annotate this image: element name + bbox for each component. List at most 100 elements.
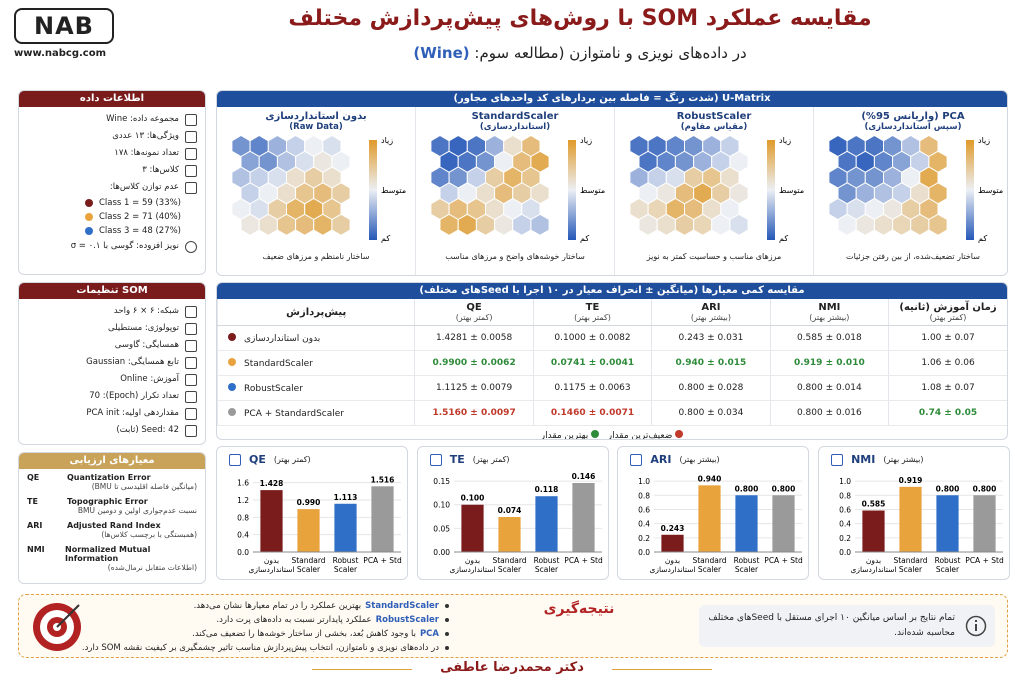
list: QE Quantization Error (میانگین فاصله اقلید… bbox=[19, 469, 205, 582]
bullet: PCAبا وجود کاهش بُعد، بخشی از ساختار خوش… bbox=[99, 627, 449, 641]
x-tick-line: بدون bbox=[866, 556, 881, 565]
metric-desc: (همبستگی با برچسب کلاس‌ها) bbox=[101, 530, 197, 539]
colorbar-label: متوسط bbox=[580, 186, 605, 195]
hex-map: زیاد متوسط کم bbox=[430, 134, 605, 243]
metric-row: ARI Adjusted Rand Index (همبستگی با برچسب … bbox=[27, 521, 197, 539]
y-tick-label: 0.2 bbox=[839, 534, 851, 543]
hex-cell bbox=[910, 213, 930, 236]
map-title: RobustScaler bbox=[676, 111, 752, 122]
table-cell: 1.06 ± 0.06 bbox=[888, 350, 1007, 376]
icon bbox=[185, 147, 197, 160]
metric-abbr: QE bbox=[27, 473, 40, 482]
row-name: RobustScaler bbox=[244, 383, 303, 394]
setting-text: آموزش: Online bbox=[120, 374, 179, 384]
y-tick-label: 0.2 bbox=[638, 534, 650, 543]
hex-cell bbox=[439, 213, 459, 236]
row-name: بدون استانداردسازی bbox=[244, 333, 321, 344]
chart: 0.0 0.2 0.4 0.6 0.8 1.0 0.243 بدون استانداردسازی… bbox=[638, 474, 804, 574]
column-note: (بیشتر بهتر) bbox=[690, 313, 731, 322]
x-tick-label: PCA + Std bbox=[765, 556, 804, 565]
bullet-dot bbox=[445, 631, 449, 636]
colorbar-label: متوسط bbox=[381, 186, 406, 195]
icon bbox=[185, 181, 197, 194]
y-tick-label: 1.0 bbox=[638, 477, 650, 486]
bar bbox=[735, 495, 758, 552]
bar bbox=[535, 496, 558, 552]
value-label: 1.428 bbox=[260, 479, 284, 488]
hex-cell bbox=[313, 213, 333, 236]
panel-title: تنظیمات SOM bbox=[19, 283, 205, 299]
chart-icon bbox=[429, 453, 442, 466]
column-title: QE bbox=[466, 302, 482, 313]
bar bbox=[862, 510, 885, 552]
hex-cell bbox=[873, 213, 894, 236]
table-cell: 1.4281 ± 0.0058 bbox=[414, 325, 534, 351]
map-cell: RobustScaler (مقیاس مقاوم) زیاد متوسط کم مرزه… bbox=[614, 107, 813, 275]
x-tick-label: Robust Scaler bbox=[533, 556, 559, 574]
row-dot bbox=[228, 407, 236, 416]
table-row: RobustScaler 1.1125 ± 0.0079 0.1175 ± 0.00… bbox=[217, 375, 1007, 401]
column-note: (کمتر بهتر) bbox=[929, 313, 967, 322]
table-row: StandardScaler 0.9900 ± 0.0062 0.0741 ± 0.… bbox=[217, 350, 1007, 376]
value-label: 0.146 bbox=[571, 472, 595, 481]
x-tick-line: Robust bbox=[734, 556, 760, 565]
x-tick-line: Robust bbox=[935, 556, 961, 565]
hex-cell bbox=[457, 213, 477, 236]
website: www.nabcg.com bbox=[14, 48, 107, 59]
map-subtitle: (استانداردسازی) bbox=[479, 122, 551, 132]
bar bbox=[260, 490, 283, 552]
hex-cell bbox=[674, 213, 695, 236]
bar bbox=[297, 509, 320, 552]
map-subtitle: (مقیاس مقاوم) bbox=[680, 122, 748, 132]
metric-row: QE Quantization Error (میانگین فاصله اقلید… bbox=[27, 473, 197, 491]
map-title: StandardScaler bbox=[471, 111, 559, 122]
x-tick-line: Robust bbox=[333, 556, 359, 565]
hex-map: زیاد متوسط کم bbox=[629, 134, 804, 243]
map-cell: بدون استانداردسازی (Raw Data) زیاد متوسط کم س… bbox=[217, 107, 415, 275]
map-title: PCA (واریانس 95%) bbox=[861, 111, 965, 122]
setting-row: توپولوژی: مستطیلی bbox=[25, 320, 197, 337]
x-tick-line: PCA + Std bbox=[564, 556, 603, 565]
hex-cell bbox=[295, 213, 315, 236]
value-label: 1.516 bbox=[371, 475, 395, 484]
chart-icon bbox=[630, 453, 643, 466]
setting-text: شبکه: ۶ × ۶ واحد bbox=[113, 306, 179, 316]
hex-cell bbox=[693, 213, 713, 236]
x-tick-line: PCA + Std bbox=[765, 556, 804, 565]
metric-desc: (میانگین فاصله اقلیدسی تا BMU) bbox=[91, 482, 197, 491]
bullet-dot bbox=[445, 603, 449, 608]
metric-line: TE Topographic Error bbox=[27, 497, 197, 506]
value-label: 0.800 bbox=[735, 484, 759, 493]
map-caption: ساختار نامنظم و مرزهای ضعیف bbox=[262, 252, 370, 261]
x-tick-line: PCA + Std bbox=[965, 556, 1004, 565]
x-tick-line: بدون bbox=[665, 556, 680, 565]
table-cell: 0.800 ± 0.016 bbox=[769, 400, 889, 426]
map-cell: PCA (واریانس 95%) (سپس استانداردسازی) زیاد… bbox=[813, 107, 1007, 275]
x-tick-line: Scaler bbox=[535, 565, 559, 574]
setting-text: توپولوژی: مستطیلی bbox=[108, 323, 179, 333]
column-title: TE bbox=[585, 302, 600, 313]
chart: 0.00 0.05 0.10 0.15 0.100 بدون استانداردسازی 0.… bbox=[433, 472, 603, 574]
y-tick-label: 0.15 bbox=[433, 477, 450, 486]
metric-row: TE Topographic Error نسبت عدم‌جواری اولین … bbox=[27, 497, 197, 515]
x-tick-line: Scaler bbox=[936, 565, 960, 574]
x-tick-label: بدون استانداردسازی bbox=[248, 556, 294, 574]
logo: NAB bbox=[14, 8, 114, 44]
panel-title: U-Matrix (شدت رنگ = فاصله بین بردارهای ک… bbox=[217, 91, 1007, 107]
value-label: 0.074 bbox=[497, 506, 521, 515]
hex-cell bbox=[729, 213, 749, 236]
legend-best: بهترین مقدار bbox=[540, 431, 589, 440]
value-label: 0.800 bbox=[936, 484, 960, 493]
x-tick-line: Scaler bbox=[735, 565, 759, 574]
x-tick-line: استانداردسازی bbox=[449, 565, 495, 574]
info-row: کلاس‌ها: ۳ bbox=[25, 162, 197, 179]
chart-title: TE bbox=[449, 453, 465, 466]
list: مجموعه داده: Wine ویژگی‌ها: ۱۳ عددی تعداد … bbox=[19, 107, 205, 255]
y-tick-label: 1.2 bbox=[237, 496, 249, 505]
class-text: Class 1 = 59 (33%) bbox=[98, 198, 181, 208]
y-tick-label: 1.0 bbox=[839, 477, 851, 486]
target-icon bbox=[33, 603, 81, 651]
hex-cell bbox=[276, 213, 297, 236]
value-label: 0.800 bbox=[772, 484, 796, 493]
icon bbox=[185, 130, 197, 143]
